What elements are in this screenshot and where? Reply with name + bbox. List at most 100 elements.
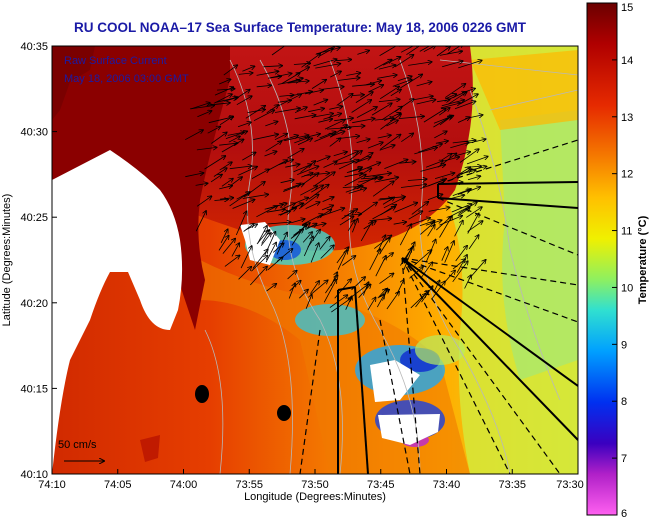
legend-line-2: May 18, 2006 03:00 GMT: [64, 73, 189, 85]
current-vector: [399, 224, 411, 246]
current-vector: [344, 175, 366, 187]
current-vector: [452, 189, 471, 196]
current-vector: [243, 224, 254, 232]
current-vector: [434, 173, 454, 179]
y-tick-label: 40:25: [20, 212, 48, 224]
current-vector: [214, 87, 233, 96]
y-tick-label: 40:15: [20, 383, 48, 395]
x-tick-label: 73:55: [235, 479, 263, 491]
colorbar-tick-label: 6: [621, 508, 627, 519]
inlet-north: [52, 46, 95, 120]
current-vector: [321, 205, 333, 211]
current-vector: [221, 139, 244, 153]
colorbar-tick-label: 8: [621, 396, 627, 408]
current-vector: [235, 211, 246, 236]
colorbar-tick-label: 11: [621, 226, 632, 238]
current-vector: [243, 182, 265, 198]
colorbar-label: Temperature (°C): [637, 215, 649, 304]
current-vector: [444, 84, 465, 98]
current-vector: [434, 131, 447, 139]
current-vector: [351, 277, 366, 291]
current-vector: [271, 46, 290, 56]
current-vector: [218, 236, 229, 251]
current-vector: [294, 115, 316, 120]
current-vector: [333, 152, 347, 157]
current-vector: [229, 166, 252, 170]
current-vector: [396, 280, 404, 295]
current-vector: [342, 186, 361, 187]
current-vector: [313, 100, 328, 106]
colorbar-tick-label: 14: [621, 55, 633, 67]
current-vector: [236, 192, 251, 200]
current-vector: [367, 142, 383, 149]
current-vector: [252, 249, 268, 269]
current-vector: [344, 173, 363, 178]
current-vector: [408, 211, 423, 220]
current-vector: [345, 209, 358, 217]
current-vector: [369, 218, 392, 220]
current-vectors: [185, 46, 488, 313]
land-new-jersey: [52, 150, 183, 474]
colorbar-tick-label: 9: [621, 339, 627, 351]
x-tick-label: 73:40: [433, 479, 461, 491]
current-vector: [298, 194, 319, 210]
current-vector: [304, 90, 323, 95]
current-vector: [468, 235, 479, 250]
current-vector: [310, 280, 328, 296]
cool-patch-8: [415, 335, 465, 365]
current-vector: [323, 162, 337, 168]
current-vector: [356, 107, 377, 118]
current-vector: [228, 136, 240, 143]
current-vector: [427, 225, 435, 237]
current-vector: [265, 122, 277, 127]
current-vector: [467, 176, 480, 181]
colorbar-tick-label: 15: [621, 2, 633, 14]
x-tick-label: 73:50: [301, 479, 329, 491]
current-vector: [219, 79, 230, 85]
current-vector: [467, 221, 483, 232]
current-vector: [237, 122, 251, 128]
current-vector: [377, 135, 391, 139]
current-vector: [464, 166, 481, 167]
current-vector: [267, 160, 287, 171]
current-vector: [231, 243, 239, 257]
current-vector: [437, 153, 457, 168]
current-vector: [394, 55, 414, 68]
current-vector: [466, 157, 488, 165]
current-vector: [277, 100, 291, 102]
current-vector: [436, 47, 450, 57]
current-vector: [319, 237, 330, 250]
warm-patch-east: [470, 50, 578, 130]
current-vector: [406, 218, 431, 227]
current-vector: [319, 132, 336, 139]
current-vector: [450, 182, 463, 183]
current-vector: [323, 280, 336, 303]
colorbar-ticks: 15 14 13 12 11 10 9 8 7 6: [612, 2, 633, 519]
current-vector: [454, 221, 463, 237]
current-vector: [294, 138, 309, 144]
current-vector: [433, 281, 440, 292]
current-vector: [438, 108, 450, 116]
current-vector: [204, 156, 226, 170]
current-vector: [423, 109, 446, 123]
current-vector: [374, 60, 392, 70]
current-vector: [256, 85, 271, 86]
current-vector: [283, 184, 301, 191]
current-vector: [407, 179, 427, 180]
y-tick-label: 40:10: [20, 469, 48, 481]
current-vector: [399, 162, 415, 164]
current-vector: [220, 229, 228, 244]
y-axis-label: Latitude (Degrees:Minutes): [1, 194, 13, 327]
current-vector: [317, 210, 331, 219]
current-vector: [293, 63, 311, 64]
current-vector: [352, 219, 357, 233]
colorbar-tick-label: 13: [621, 112, 633, 124]
current-vector: [277, 80, 300, 85]
current-vector: [398, 116, 425, 118]
current-vector: [462, 89, 475, 94]
current-vector: [236, 96, 252, 106]
current-vector: [196, 196, 211, 207]
station-marker-2: [277, 405, 291, 421]
current-vector: [386, 292, 399, 310]
current-vector: [455, 152, 471, 157]
